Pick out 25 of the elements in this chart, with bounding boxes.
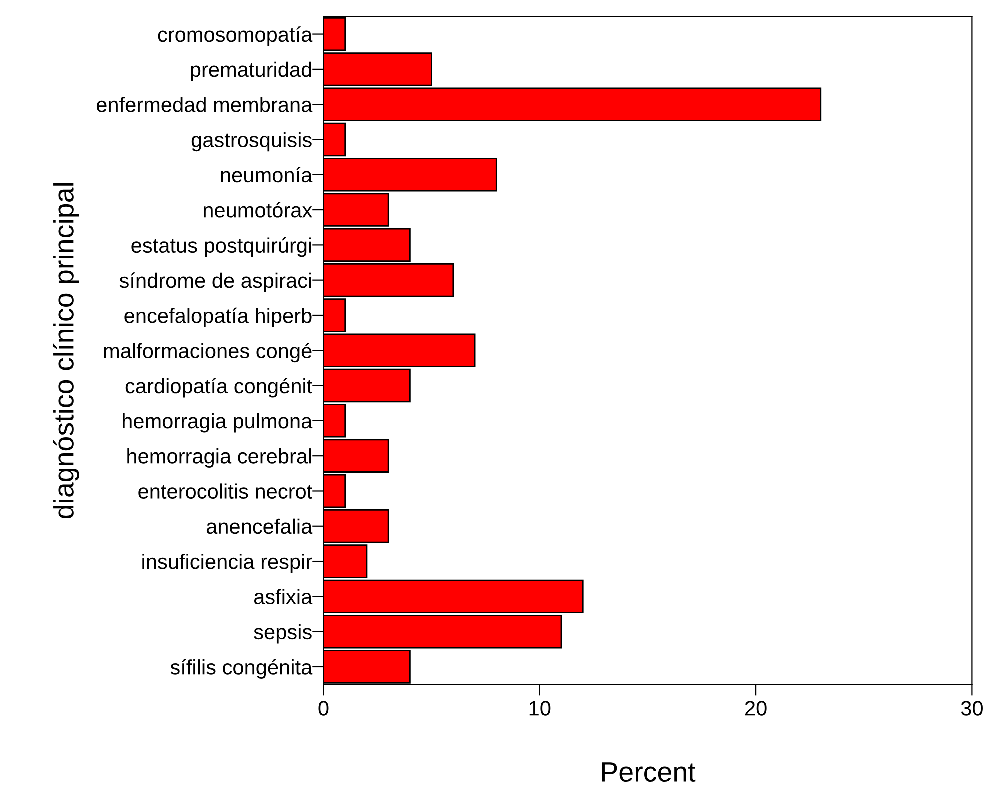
y-tick-label: hemorragia cerebral bbox=[128, 448, 312, 468]
y-tick-label: enfermedad membrana bbox=[96, 97, 313, 112]
x-tick-label: 10 bbox=[530, 701, 551, 716]
y-tick-label: neumonía bbox=[221, 167, 313, 183]
y-axis-title: diagnóstico clínico principal bbox=[53, 183, 80, 519]
y-tick-label: cromosomopatía bbox=[158, 26, 313, 46]
x-tick-label: 0 bbox=[318, 701, 329, 716]
y-tick-label: sepsis bbox=[254, 624, 312, 644]
y-tick-label: encefalopatía hiperb bbox=[124, 308, 312, 328]
y-tick-label: asfixia bbox=[254, 589, 313, 604]
y-tick-label: prematuridad bbox=[191, 62, 312, 82]
y-tick-label: gastrosquisis bbox=[192, 132, 312, 152]
y-tick-label: malformaciones congé bbox=[104, 342, 312, 363]
y-tick-label: hemorragia pulmona bbox=[123, 413, 313, 433]
y-tick-label: cardiopatía congénit bbox=[126, 378, 312, 398]
y-tick-label: sífilis congénita bbox=[170, 659, 313, 679]
x-tick-label: 30 bbox=[961, 701, 983, 716]
y-tick-label: neumotórax bbox=[204, 202, 312, 218]
y-tick-label: síndrome de aspiraci bbox=[120, 272, 312, 292]
x-tick-label: 20 bbox=[746, 701, 767, 716]
y-tick-label: enterocolitis necrot bbox=[138, 484, 312, 499]
y-tick-label: insuficiencia respir bbox=[142, 554, 312, 574]
x-axis-title: Percent bbox=[602, 762, 696, 782]
y-tick-label: estatus postquirúrgi bbox=[132, 238, 312, 258]
y-tick-label: anencefalia bbox=[206, 518, 313, 534]
